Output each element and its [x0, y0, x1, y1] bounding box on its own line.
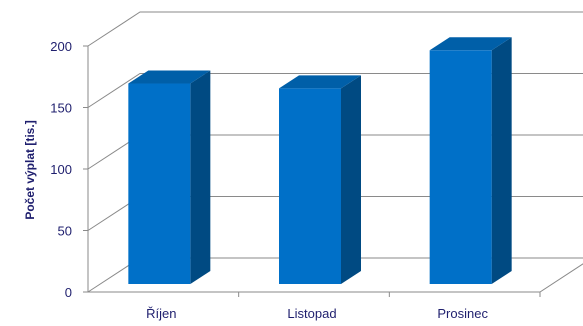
bars	[128, 37, 512, 285]
bar-front-face	[279, 88, 341, 285]
bar	[128, 70, 211, 284]
x-tick-label: Říjen	[146, 306, 176, 321]
bar	[279, 75, 361, 285]
y-axis-title: Počet výplat [tis.]	[23, 120, 37, 219]
bar-front-face	[429, 50, 492, 284]
y-tick-label: 0	[65, 285, 72, 300]
bar-front-face	[128, 83, 191, 284]
bar	[429, 37, 512, 284]
bar-side-face	[190, 70, 211, 284]
bar-side-face	[341, 75, 361, 285]
axes	[83, 45, 583, 297]
y-tick-label: 50	[58, 224, 72, 239]
x-tick-label: Listopad	[287, 306, 336, 321]
y-tick-label: 200	[50, 39, 72, 54]
bar-top-face	[279, 75, 361, 89]
x-tick-label: Prosinec	[437, 306, 488, 321]
bar-top-face	[128, 70, 211, 84]
y-tick-label: 150	[50, 101, 72, 116]
labels: 0 50 100 150 200 Říjen Listopad Prosinec	[50, 39, 488, 321]
y-tick-label: 100	[50, 162, 72, 177]
bar-side-face	[491, 37, 512, 284]
gridline	[87, 11, 583, 47]
bar-top-face	[429, 37, 512, 51]
